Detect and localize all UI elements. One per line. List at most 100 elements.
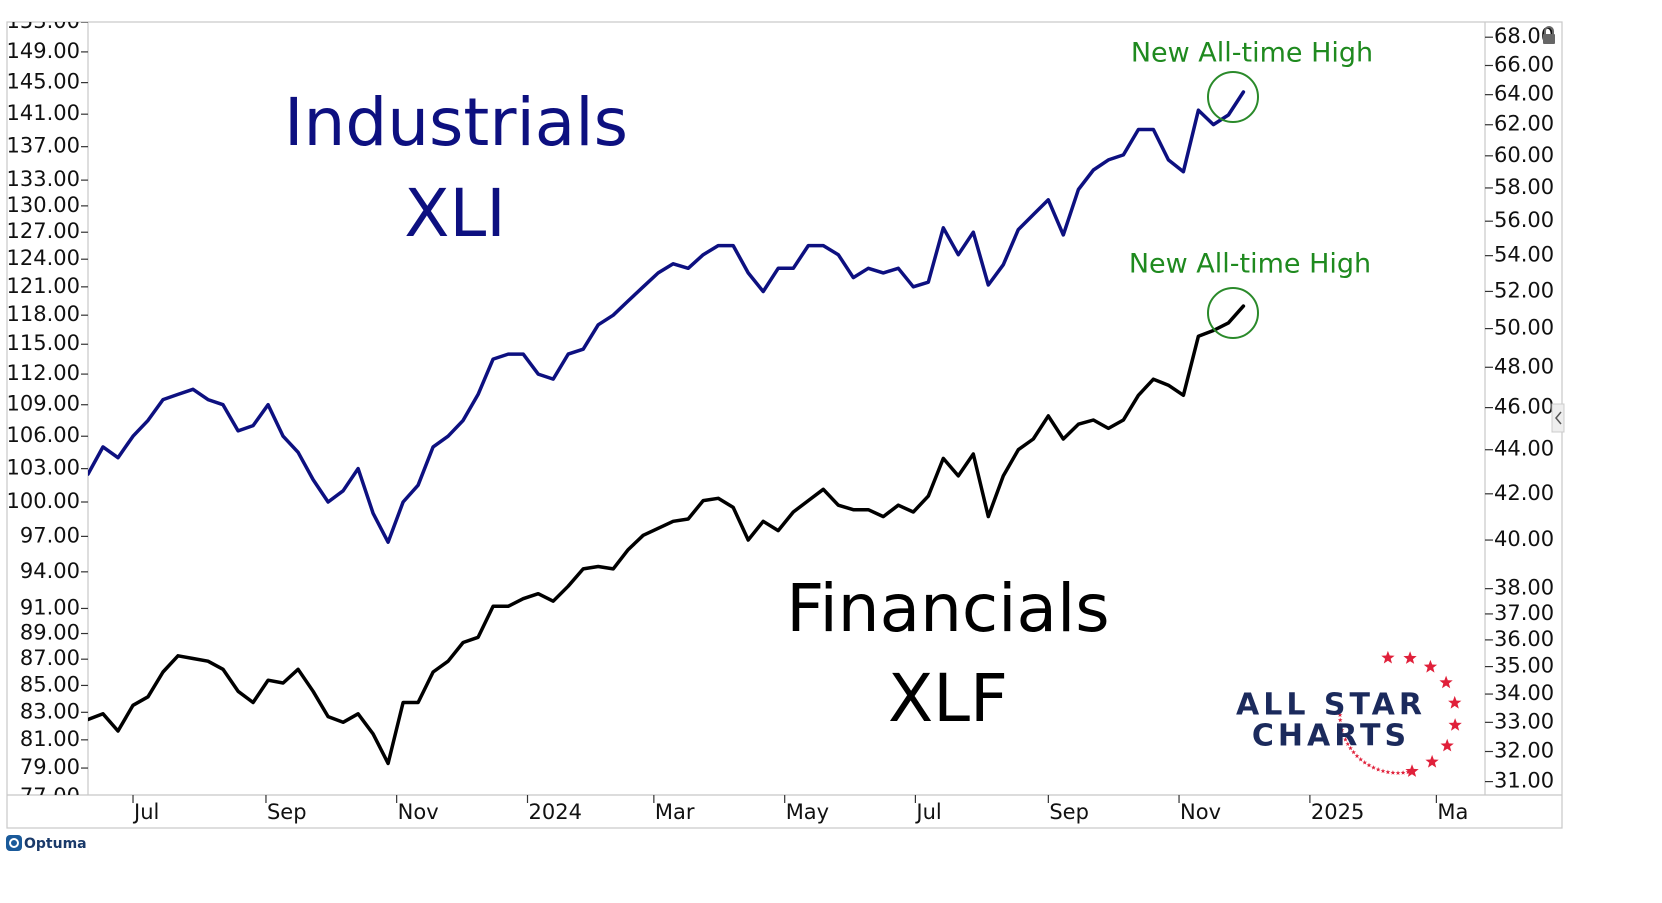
series-label: XLF (888, 660, 1008, 737)
y-tick-label: 112.00 (7, 361, 80, 385)
x-tick-label: Nov (1180, 800, 1221, 824)
plot-area (88, 90, 1246, 766)
y2-tick-label: 64.00 (1494, 82, 1554, 106)
y-tick-label: 133.00 (7, 167, 80, 191)
y2-tick-label: 50.00 (1494, 316, 1554, 340)
logo-star (1381, 650, 1395, 664)
logo-star (1354, 753, 1360, 758)
y2-tick-label: 37.00 (1494, 601, 1554, 625)
logo-star (1403, 651, 1417, 664)
y2-tick-label: 62.00 (1494, 112, 1554, 136)
logo: ALL STAR CHARTS (1236, 650, 1462, 777)
logo-star (1366, 762, 1372, 768)
footer-text: Optuma (24, 836, 87, 852)
logo-star (1371, 765, 1376, 770)
y2-tick-label: 34.00 (1494, 681, 1554, 705)
scroll-handle[interactable] (1551, 403, 1565, 433)
y-tick-label: 100.00 (7, 489, 80, 513)
y2-tick-label: 46.00 (1494, 395, 1554, 419)
left-axis: 77.00 79.00 81.00 83.00 85.0087.0089.0091.00… (7, 9, 88, 808)
y-tick-label: 121.00 (7, 274, 80, 298)
y2-tick-label: 48.00 (1494, 354, 1554, 378)
x-axis: Jul Sep Nov 2024 Mar May Jul Sep Nov 2025 Ma (132, 795, 1468, 824)
y2-tick-label: 33.00 (1494, 709, 1554, 733)
logo-text: CHARTS (1252, 719, 1410, 754)
footer-icon-mark (9, 838, 19, 848)
y2-tick-label: 54.00 (1494, 243, 1554, 267)
y2-tick-label: 36.00 (1494, 627, 1554, 651)
logo-stars (1337, 650, 1462, 777)
y-tick-label: 127.00 (7, 219, 80, 243)
logo-star (1339, 727, 1345, 732)
logo-star (1341, 732, 1346, 737)
y2-tick-label: 44.00 (1494, 437, 1554, 461)
y-tick-label: 94.00 (20, 559, 80, 583)
logo-star (1337, 707, 1343, 712)
y-tick-label: 153.00 (7, 9, 80, 33)
x-tick-label: Mar (655, 800, 695, 824)
logo-star (1405, 769, 1411, 775)
highlight-circle (1207, 71, 1259, 123)
y-tick-label: 141.00 (7, 101, 80, 125)
highlight-circle (1207, 287, 1259, 339)
y2-tick-label: 42.00 (1494, 481, 1554, 505)
y-tick-label: 79.00 (20, 755, 80, 779)
logo-star (1375, 767, 1381, 772)
y-tick-label: 137.00 (7, 134, 80, 158)
x-tick-label: 2024 (529, 800, 582, 824)
logo-star (1423, 659, 1438, 673)
y-tick-label: 97.00 (20, 523, 80, 547)
y-tick-label: 145.00 (7, 70, 80, 94)
y-tick-label: 85.00 (20, 672, 80, 696)
y2-tick-label: 32.00 (1494, 739, 1554, 763)
x-tick-label: Jul (132, 800, 159, 824)
y-tick-label: 118.00 (7, 302, 80, 326)
y-tick-label: 109.00 (7, 392, 80, 416)
logo-star (1337, 717, 1343, 723)
y-tick-label: 77.00 (20, 784, 80, 808)
logo-star (1337, 712, 1343, 717)
logo-star (1440, 738, 1454, 752)
logo-star (1380, 768, 1386, 773)
x-tick-label: Ma (1437, 800, 1468, 824)
x-tick-label: Jul (914, 800, 941, 824)
logo-star (1390, 770, 1396, 775)
logo-text: ALL STAR (1236, 688, 1426, 723)
logo-star (1400, 770, 1406, 775)
scroll-arrow (1555, 411, 1562, 425)
x-tick-label: May (786, 800, 829, 824)
y2-tick-label: 40.00 (1494, 527, 1554, 551)
y-tick-label: 130.00 (7, 193, 80, 217)
y2-tick-label: 58.00 (1494, 175, 1554, 199)
y2-tick-label: 60.00 (1494, 143, 1554, 167)
annotation: New All-time High (1131, 38, 1373, 69)
annotation: Industrials (284, 84, 628, 161)
x-tick-label: Nov (398, 800, 439, 824)
logo-star (1351, 749, 1356, 755)
logo-star (1385, 769, 1391, 775)
y2-tick-label: 56.00 (1494, 208, 1554, 232)
y-tick-label: 81.00 (20, 727, 80, 751)
y-tick-label: 149.00 (7, 39, 80, 63)
series-line (88, 90, 1246, 544)
y-tick-label: 124.00 (7, 246, 80, 270)
x-tick-label: 2025 (1311, 800, 1364, 824)
y2-tick-label: 35.00 (1494, 654, 1554, 678)
logo-star (1425, 754, 1439, 768)
logo-star (1439, 675, 1453, 689)
y-tick-label: 83.00 (20, 699, 80, 723)
y-tick-label: 91.00 (20, 595, 80, 619)
logo-star (1345, 741, 1351, 746)
y2-tick-label: 31.00 (1494, 769, 1554, 793)
y2-tick-label: 52.00 (1494, 278, 1554, 302)
logo-star (1405, 764, 1419, 777)
y-tick-label: 106.00 (7, 423, 80, 447)
logo-star (1448, 695, 1462, 709)
y-tick-label: 89.00 (20, 621, 80, 645)
x-tick-label: Sep (1049, 800, 1089, 824)
logo-star (1395, 770, 1401, 775)
series-label: XLI (404, 175, 505, 252)
logo-star (1448, 718, 1462, 731)
lock-icon[interactable] (1543, 34, 1555, 44)
